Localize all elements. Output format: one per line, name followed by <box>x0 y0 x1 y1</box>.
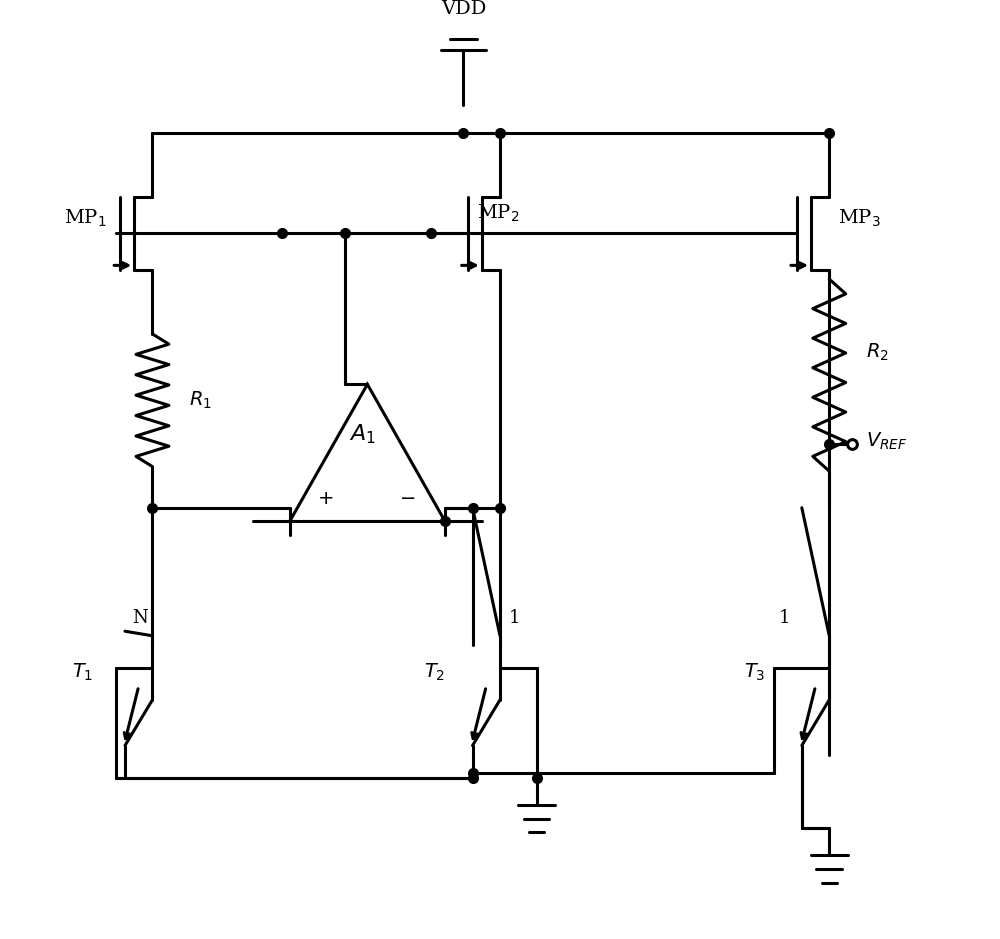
Text: $T_2$: $T_2$ <box>424 662 445 683</box>
Text: $R_2$: $R_2$ <box>866 342 889 362</box>
Text: $T_1$: $T_1$ <box>72 662 93 683</box>
Text: +: + <box>318 489 334 508</box>
Text: −: − <box>400 489 417 508</box>
Text: 1: 1 <box>779 608 790 626</box>
Text: N: N <box>132 608 148 626</box>
Text: MP$_1$: MP$_1$ <box>64 208 107 229</box>
Text: $R_1$: $R_1$ <box>189 390 212 411</box>
Text: $V_{REF}$: $V_{REF}$ <box>866 430 907 452</box>
Text: $A_1$: $A_1$ <box>349 423 376 446</box>
Text: VDD: VDD <box>441 0 486 19</box>
Text: 1: 1 <box>509 608 521 626</box>
Text: MP$_2$: MP$_2$ <box>477 203 520 224</box>
Text: $T_3$: $T_3$ <box>744 662 765 683</box>
Text: MP$_3$: MP$_3$ <box>838 208 881 229</box>
